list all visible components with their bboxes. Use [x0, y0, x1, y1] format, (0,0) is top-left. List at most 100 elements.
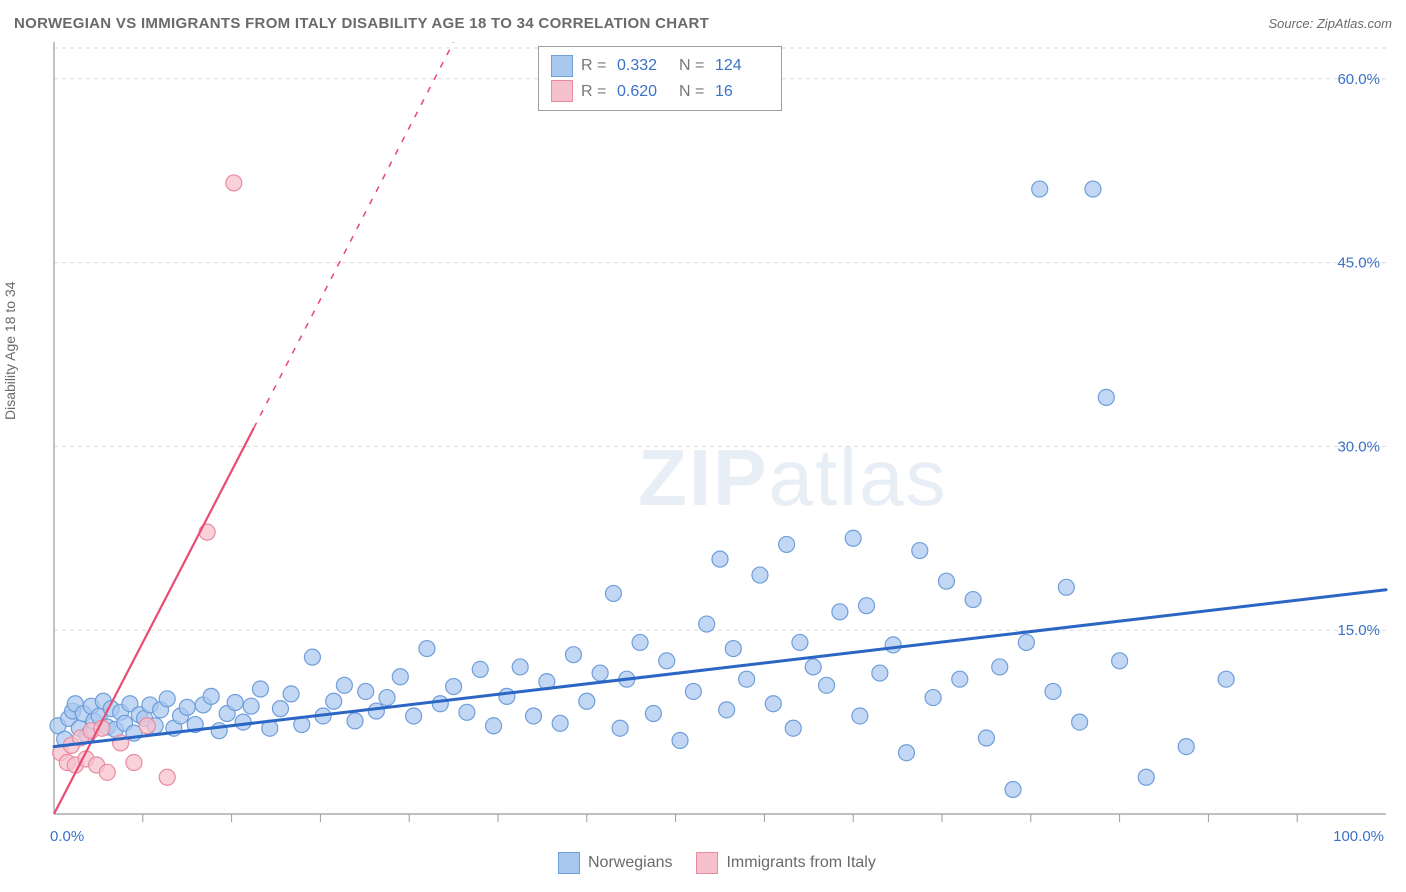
y-tick-label: 60.0%	[1337, 71, 1380, 88]
data-point	[368, 703, 384, 719]
data-point	[612, 720, 628, 736]
data-point	[659, 653, 675, 669]
r-value-blue: 0.332	[617, 53, 671, 79]
data-point	[392, 669, 408, 685]
data-point	[1138, 769, 1154, 785]
data-point	[1072, 714, 1088, 730]
data-point	[203, 688, 219, 704]
data-point	[419, 641, 435, 657]
data-point	[347, 713, 363, 729]
chart-title: NORWEGIAN VS IMMIGRANTS FROM ITALY DISAB…	[14, 15, 709, 32]
data-point	[872, 665, 888, 681]
data-point	[252, 681, 268, 697]
data-point	[552, 715, 568, 731]
data-point	[672, 732, 688, 748]
data-point	[845, 530, 861, 546]
data-point	[805, 659, 821, 675]
scatter-plot: 15.0%30.0%45.0%60.0%	[48, 42, 1392, 842]
data-point	[227, 694, 243, 710]
data-point	[1112, 653, 1128, 669]
data-point	[712, 551, 728, 567]
data-point	[579, 693, 595, 709]
data-point	[565, 647, 581, 663]
data-point	[792, 634, 808, 650]
data-point	[139, 718, 155, 734]
series-label-pink: Immigrants from Italy	[726, 854, 875, 872]
correlation-legend: R = 0.332 N = 124 R = 0.620 N = 16	[538, 46, 782, 111]
data-point	[499, 688, 515, 704]
chart-header: NORWEGIAN VS IMMIGRANTS FROM ITALY DISAB…	[0, 0, 1406, 38]
data-point	[992, 659, 1008, 675]
data-point	[725, 641, 741, 657]
chart-source: Source: ZipAtlas.com	[1268, 16, 1392, 31]
data-point	[938, 573, 954, 589]
x-axis-max-label: 100.0%	[1333, 828, 1384, 845]
series-legend: Norwegians Immigrants from Italy	[558, 852, 876, 874]
data-point	[1085, 181, 1101, 197]
data-point	[243, 698, 259, 714]
data-point	[779, 536, 795, 552]
data-point	[699, 616, 715, 632]
data-point	[765, 696, 781, 712]
data-point	[978, 730, 994, 746]
data-point	[859, 598, 875, 614]
n-label: N =	[679, 53, 707, 79]
data-point	[446, 679, 462, 695]
data-point	[719, 702, 735, 718]
data-point	[159, 769, 175, 785]
data-point	[379, 690, 395, 706]
data-point	[512, 659, 528, 675]
data-point	[526, 708, 542, 724]
y-tick-label: 30.0%	[1337, 438, 1380, 455]
r-label: R =	[581, 53, 609, 79]
data-point	[1218, 671, 1234, 687]
series-label-blue: Norwegians	[588, 854, 672, 872]
n-label: N =	[679, 79, 707, 105]
legend-row-blue: R = 0.332 N = 124	[551, 53, 769, 79]
data-point	[99, 764, 115, 780]
data-point	[925, 690, 941, 706]
data-point	[605, 585, 621, 601]
data-point	[235, 714, 251, 730]
data-point	[1032, 181, 1048, 197]
data-point	[1018, 634, 1034, 650]
data-point	[1058, 579, 1074, 595]
data-point	[645, 706, 661, 722]
data-point	[126, 755, 142, 771]
data-point	[283, 686, 299, 702]
y-axis-label: Disability Age 18 to 34	[2, 281, 18, 420]
data-point	[952, 671, 968, 687]
legend-item-blue: Norwegians	[558, 852, 672, 874]
data-point	[1098, 389, 1114, 405]
x-axis-min-label: 0.0%	[50, 828, 84, 845]
data-point	[406, 708, 422, 724]
data-point	[739, 671, 755, 687]
data-point	[832, 604, 848, 620]
data-point	[179, 699, 195, 715]
n-value-pink: 16	[715, 79, 769, 105]
data-point	[358, 683, 374, 699]
chart-area: 15.0%30.0%45.0%60.0% ZIPatlas R = 0.332 …	[48, 42, 1392, 842]
data-point	[752, 567, 768, 583]
data-point	[432, 696, 448, 712]
data-point	[336, 677, 352, 693]
data-point	[326, 693, 342, 709]
swatch-pink	[696, 852, 718, 874]
n-value-blue: 124	[715, 53, 769, 79]
data-point	[1178, 739, 1194, 755]
y-tick-label: 15.0%	[1337, 622, 1380, 639]
r-label: R =	[581, 79, 609, 105]
swatch-blue	[558, 852, 580, 874]
data-point	[472, 661, 488, 677]
legend-row-pink: R = 0.620 N = 16	[551, 79, 769, 105]
data-point	[885, 637, 901, 653]
data-point	[852, 708, 868, 724]
data-point	[685, 683, 701, 699]
data-point	[304, 649, 320, 665]
data-point	[785, 720, 801, 736]
data-point	[592, 665, 608, 681]
r-value-pink: 0.620	[617, 79, 671, 105]
data-point	[459, 704, 475, 720]
swatch-pink	[551, 80, 573, 102]
data-point	[272, 701, 288, 717]
